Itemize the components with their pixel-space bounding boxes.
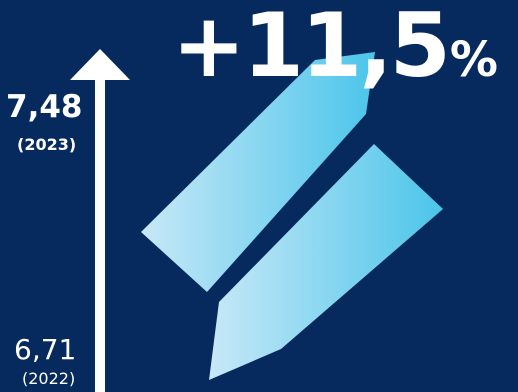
start-year: (2022) [22,369,76,388]
start-value: 6,71 [14,333,77,366]
change-percentage: +11,5% [172,2,498,90]
up-arrow-icon [70,49,130,392]
end-year: (2023) [17,135,77,154]
change-value: +11,5 [172,0,451,97]
pencil-icon [141,52,443,380]
percent-sign: % [449,32,498,88]
end-value: 7,48 [6,89,83,125]
